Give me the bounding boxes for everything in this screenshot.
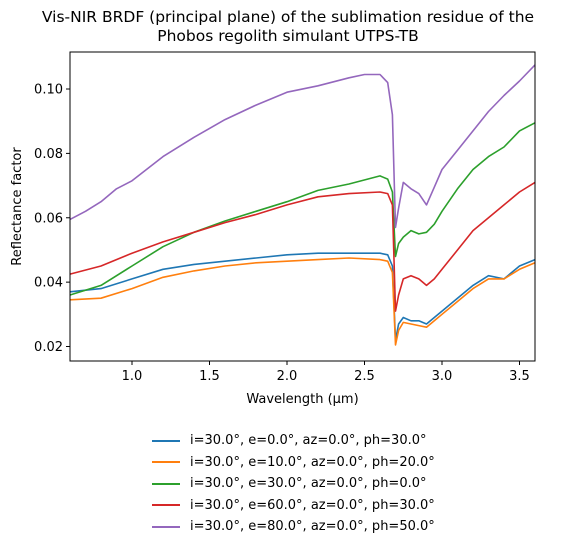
legend-swatch	[152, 504, 180, 507]
chart-title-line-1: Vis-NIR BRDF (principal plane) of the su…	[41, 8, 535, 26]
legend-label: i=30.0°, e=60.0°, az=0.0°, ph=30.0°	[190, 497, 435, 513]
legend-item-1: i=30.0°, e=0.0°, az=0.0°, ph=30.0°	[152, 430, 435, 452]
legend-swatch	[152, 461, 180, 464]
y-axis: 0.02 0.04 0.06 0.08 0.10	[34, 83, 70, 355]
legend: i=30.0°, e=0.0°, az=0.0°, ph=30.0° i=30.0…	[152, 430, 435, 538]
y-tick-label: 0.10	[34, 83, 63, 98]
legend-item-2: i=30.0°, e=10.0°, az=0.0°, ph=20.0°	[152, 452, 435, 474]
legend-label: i=30.0°, e=30.0°, az=0.0°, ph=0.0°	[190, 476, 427, 492]
y-tick-label: 0.06	[34, 211, 63, 226]
chart-title-line-2: Phobos regolith simulant UTPS-TB	[157, 27, 419, 45]
legend-item-5: i=30.0°, e=80.0°, az=0.0°, ph=50.0°	[152, 516, 435, 538]
legend-swatch	[152, 525, 180, 528]
legend-swatch	[152, 439, 180, 442]
legend-label: i=30.0°, e=80.0°, az=0.0°, ph=50.0°	[190, 519, 435, 535]
series-line-4	[69, 181, 536, 312]
legend-swatch	[152, 482, 180, 485]
series-line-1	[69, 252, 536, 341]
y-tick-label: 0.08	[34, 147, 63, 162]
x-tick-label: 3.5	[509, 369, 530, 384]
x-tick-label: 2.5	[354, 369, 375, 384]
series-line-2	[69, 257, 536, 346]
series-line-5	[69, 64, 536, 229]
x-tick-label: 2.0	[277, 369, 298, 384]
legend-label: i=30.0°, e=0.0°, az=0.0°, ph=30.0°	[190, 433, 427, 449]
legend-item-3: i=30.0°, e=30.0°, az=0.0°, ph=0.0°	[152, 473, 435, 495]
y-axis-label: Reflectance factor	[10, 147, 25, 266]
x-tick-label: 3.0	[432, 369, 453, 384]
x-tick-label: 1.0	[122, 369, 143, 384]
x-axis-label: Wavelength (μm)	[246, 392, 358, 407]
series-layer	[69, 64, 536, 346]
legend-label: i=30.0°, e=10.0°, az=0.0°, ph=20.0°	[190, 454, 435, 470]
x-tick-label: 1.5	[199, 369, 220, 384]
chart-title: Vis-NIR BRDF (principal plane) of the su…	[0, 8, 576, 46]
x-axis: 1.0 1.5 2.0 2.5 3.0 3.5	[122, 361, 530, 384]
y-tick-label: 0.02	[34, 340, 63, 355]
series-line-3	[69, 122, 536, 296]
plot-frame	[69, 51, 536, 362]
y-tick-label: 0.04	[34, 276, 63, 291]
legend-item-4: i=30.0°, e=60.0°, az=0.0°, ph=30.0°	[152, 495, 435, 517]
